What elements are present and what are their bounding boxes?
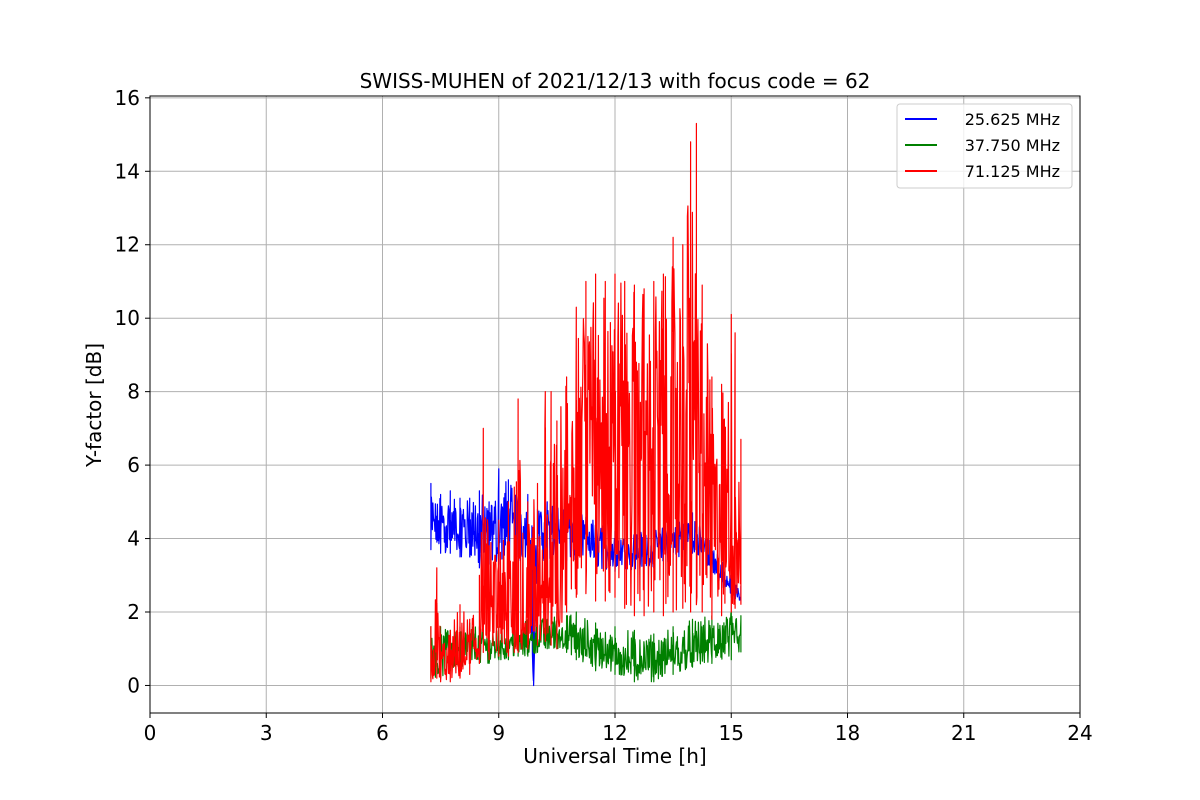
y-tick-label: 12 <box>115 233 140 257</box>
x-tick-label: 12 <box>602 721 627 745</box>
series-line-3 <box>430 122 742 683</box>
y-tick-label: 14 <box>115 159 140 183</box>
x-tick-label: 15 <box>719 721 744 745</box>
y-tick-label: 2 <box>127 600 140 624</box>
x-tick-label: 3 <box>260 721 273 745</box>
y-tick-label: 8 <box>127 380 140 404</box>
legend-label: 25.625 MHz <box>965 110 1060 129</box>
legend-label: 37.750 MHz <box>965 136 1060 155</box>
legend: 25.625 MHz 37.750 MHz 71.125 MHz <box>896 103 1073 189</box>
series-layer <box>430 122 742 687</box>
y-tick-label: 0 <box>127 673 140 697</box>
y-tick-label: 6 <box>127 453 140 477</box>
x-tick-label: 6 <box>376 721 389 745</box>
y-tick-label: 10 <box>115 306 140 330</box>
x-tick-label: 21 <box>951 721 976 745</box>
x-tick-label: 0 <box>144 721 157 745</box>
x-axis-label: Universal Time [h] <box>523 744 706 768</box>
y-tick-label: 16 <box>115 86 140 110</box>
legend-label: 71.125 MHz <box>965 162 1060 181</box>
x-tick-label: 24 <box>1067 721 1092 745</box>
legend-box <box>896 103 1073 189</box>
y-axis-label: Y-factor [dB] <box>82 343 106 468</box>
x-tick-label: 9 <box>492 721 505 745</box>
x-tick-label: 18 <box>835 721 860 745</box>
chart-title: SWISS-MUHEN of 2021/12/13 with focus cod… <box>360 69 871 93</box>
y-tick-label: 4 <box>127 527 140 551</box>
